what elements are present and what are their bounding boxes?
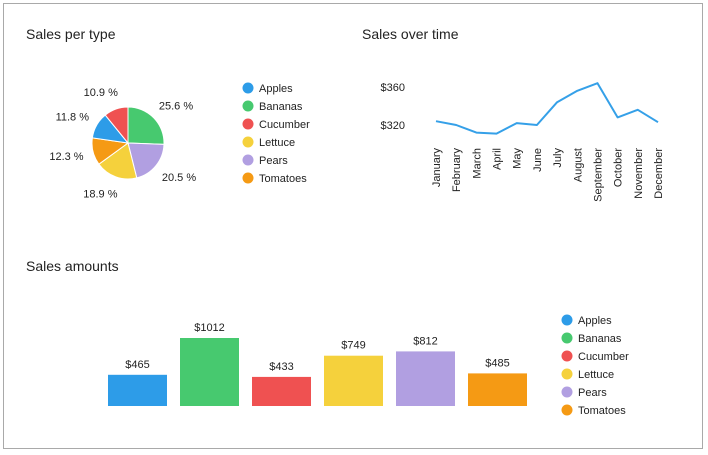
bar-legend-label-lettuce: Lettuce (578, 369, 614, 381)
pie-slice-bananas (127, 106, 165, 145)
bar-value-label-cucumber: $433 (269, 361, 293, 373)
pie-label-lettuce: 18.9 % (83, 189, 117, 201)
bar-bananas (180, 338, 239, 406)
bar-pears (396, 351, 455, 406)
line-series-sales (435, 82, 659, 135)
line-ytick-label: $320 (381, 120, 405, 132)
bar-legend-swatch-cucumber (561, 350, 573, 362)
line-chart-title: Sales over time (362, 26, 459, 42)
bar-legend-swatch-tomatoes (561, 404, 573, 416)
bar-legend-label-apples: Apples (578, 315, 612, 327)
line-ytick-label: $360 (381, 82, 405, 94)
bar-value-label-apples: $465 (125, 359, 149, 371)
bar-cucumber (252, 376, 311, 406)
pie-legend-label-tomatoes: Tomatoes (259, 173, 307, 185)
bar-value-label-lettuce: $749 (341, 340, 365, 352)
bar-legend: Apples Bananas Cucumber Lettuce Pears Tomatoe… (561, 314, 629, 417)
bar-legend-label-cucumber: Cucumber (578, 351, 629, 363)
pie-chart: 25.6 % 20.5 % 18.9 % 12.3 % 11.8 % 10.9 % (49, 87, 196, 201)
pie-label-pears: 20.5 % (162, 172, 196, 184)
bar-legend-label-tomatoes: Tomatoes (578, 405, 626, 417)
pie-legend-swatch-bananas (242, 100, 254, 112)
pie-legend-label-apples: Apples (259, 83, 293, 95)
pie-legend-swatch-apples (242, 82, 254, 94)
bar-legend-swatch-lettuce (561, 368, 573, 380)
pie-chart-title: Sales per type (26, 26, 116, 42)
line-xtick-label: May (512, 148, 524, 169)
line-xtick-label: January (431, 148, 443, 188)
bar-value-label-bananas: $1012 (194, 322, 225, 334)
pie-legend-swatch-lettuce (242, 136, 254, 148)
line-xtick-label: November (633, 148, 645, 199)
pie-legend-label-pears: Pears (259, 155, 288, 167)
line-xtick-label: September (593, 148, 605, 202)
line-xtick-label: April (492, 148, 504, 170)
pie-legend-swatch-pears (242, 154, 254, 166)
line-xtick-label: July (552, 148, 564, 168)
pie-legend: Apples Bananas Cucumber Lettuce Pears Tomatoe… (242, 82, 310, 185)
line-xtick-label: February (451, 148, 463, 193)
bar-value-label-tomatoes: $485 (485, 357, 509, 369)
pie-slice-cucumber (104, 106, 129, 145)
bar-tomatoes (468, 373, 527, 406)
bar-legend-swatch-apples (561, 314, 573, 326)
bar-legend-swatch-bananas (561, 332, 573, 344)
pie-label-cucumber: 10.9 % (84, 87, 118, 99)
pie-legend-label-lettuce: Lettuce (259, 137, 295, 149)
pie-label-apples: 11.8 % (56, 111, 90, 123)
pie-legend-swatch-tomatoes (242, 172, 254, 184)
line-chart: $320 $360 January February March April May June… (381, 82, 665, 202)
bar-lettuce (324, 355, 383, 406)
pie-legend-label-cucumber: Cucumber (259, 119, 310, 131)
pie-slice-pears (127, 142, 165, 179)
line-xtick-label: December (653, 148, 665, 199)
pie-label-bananas: 25.6 % (159, 101, 193, 113)
bar-apples (108, 374, 167, 406)
line-xtick-label: June (532, 148, 544, 172)
line-xtick-label: August (572, 148, 584, 182)
bar-chart-title: Sales amounts (26, 258, 119, 274)
bar-value-label-pears: $812 (413, 335, 437, 347)
line-xtick-label: October (613, 148, 625, 187)
pie-legend-label-bananas: Bananas (259, 101, 303, 113)
pie-slice-lettuce (98, 142, 138, 180)
pie-legend-swatch-cucumber (242, 118, 254, 130)
bar-legend-label-pears: Pears (578, 387, 607, 399)
bar-legend-swatch-pears (561, 386, 573, 398)
bar-legend-label-bananas: Bananas (578, 333, 622, 345)
bar-chart: $465 $1012 $433 $749 $812 $485 (108, 322, 527, 406)
pie-label-tomatoes: 12.3 % (49, 151, 83, 163)
line-xtick-label: March (471, 148, 483, 179)
